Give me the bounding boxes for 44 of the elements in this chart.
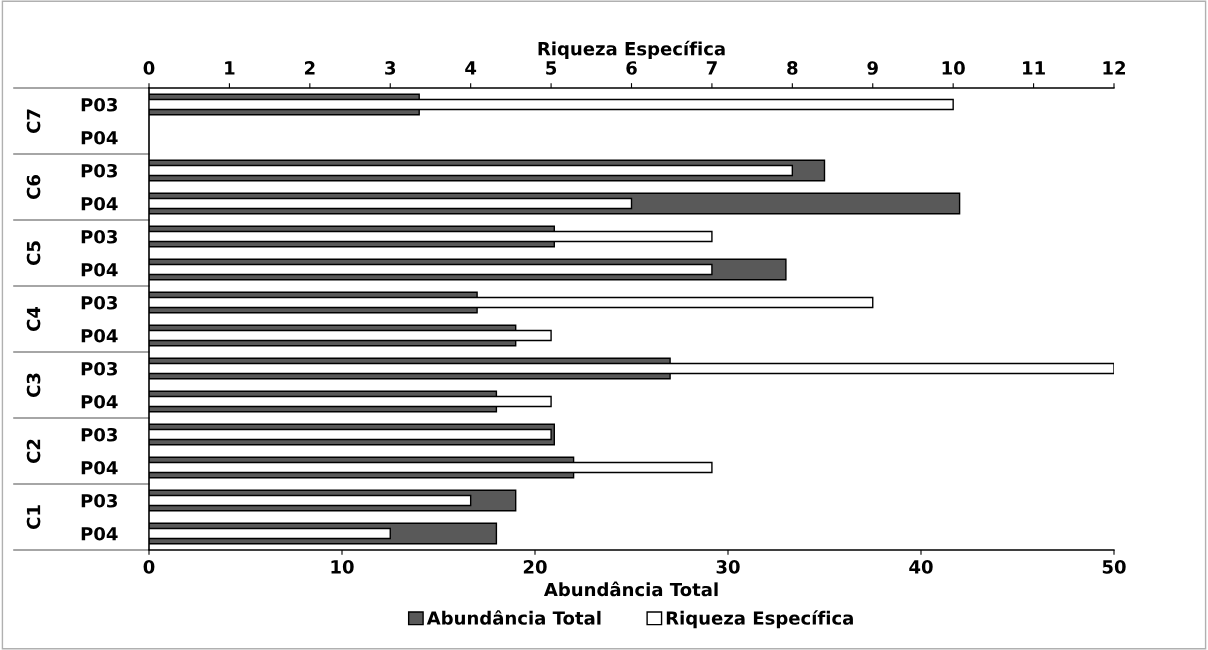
x2-tick-label: 7	[706, 61, 717, 75]
text: C1	[26, 505, 41, 530]
x2-tick-label: 6	[626, 61, 637, 75]
x-tick-label: 40	[909, 560, 933, 574]
y-tick-label: P03	[81, 361, 118, 376]
x2-tick-label: 0	[143, 61, 155, 75]
x2-tick-label: 1	[225, 61, 235, 75]
text: C4	[26, 306, 41, 332]
x-tick-label: 0	[143, 560, 155, 574]
y-tick-label: P03	[81, 163, 118, 178]
text: C5	[26, 241, 41, 266]
y-tick-label: P03	[81, 97, 118, 112]
x2-tick-label: 10	[942, 61, 965, 75]
y-tick-label: P03	[81, 295, 118, 310]
y-tick-label: P04	[81, 526, 118, 541]
x-tick-label: 20	[523, 560, 547, 574]
y-tick-label: P04	[81, 394, 118, 409]
legend-label: Abundância Total	[426, 610, 601, 625]
x2-tick-label: 11	[1023, 61, 1045, 75]
x2-tick-label: 8	[787, 61, 798, 75]
x2-tick-label: 5	[546, 61, 557, 75]
x-tick-label: 30	[716, 560, 740, 574]
text: C6	[26, 175, 41, 200]
text: C3	[26, 373, 41, 398]
y-tick-label: P03	[81, 427, 118, 442]
x2-tick-label: 4	[465, 61, 477, 75]
text: C7	[26, 109, 41, 134]
legend-label: Riqueza Específica	[666, 610, 853, 629]
x2-tick-label: 3	[385, 61, 396, 75]
x2-tick-label: 12	[1103, 61, 1125, 75]
x2-tick-label: 9	[867, 61, 878, 75]
x2-tick-label: 2	[304, 61, 315, 75]
y-tick-label: P04	[81, 262, 118, 277]
text: C2	[26, 439, 41, 464]
x-tick-label: 10	[331, 560, 354, 574]
y-tick-label: P03	[81, 493, 118, 508]
y-tick-label: P04	[81, 130, 118, 145]
x2-axis-title: Riqueza Específica	[538, 40, 725, 59]
y-tick-label: P04	[81, 196, 118, 211]
y-tick-label: P03	[81, 229, 118, 244]
y-tick-label: P04	[81, 460, 118, 475]
y-tick-label: P04	[81, 328, 118, 343]
x-axis-title: Abundância Total	[543, 581, 718, 597]
x-tick-label: 50	[1102, 560, 1126, 574]
